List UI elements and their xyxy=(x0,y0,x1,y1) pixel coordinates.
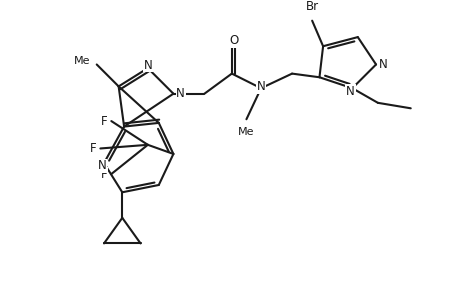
Text: N: N xyxy=(143,59,152,72)
Text: Br: Br xyxy=(305,0,318,14)
Text: F: F xyxy=(101,167,107,181)
Text: Me: Me xyxy=(238,127,254,136)
Text: N: N xyxy=(345,85,354,98)
Text: O: O xyxy=(229,34,238,47)
Text: Me: Me xyxy=(73,56,90,66)
Text: N: N xyxy=(98,160,106,172)
Text: N: N xyxy=(378,58,387,71)
Text: F: F xyxy=(101,115,107,128)
Text: N: N xyxy=(176,87,185,100)
Text: F: F xyxy=(90,142,96,155)
Text: N: N xyxy=(256,80,265,93)
